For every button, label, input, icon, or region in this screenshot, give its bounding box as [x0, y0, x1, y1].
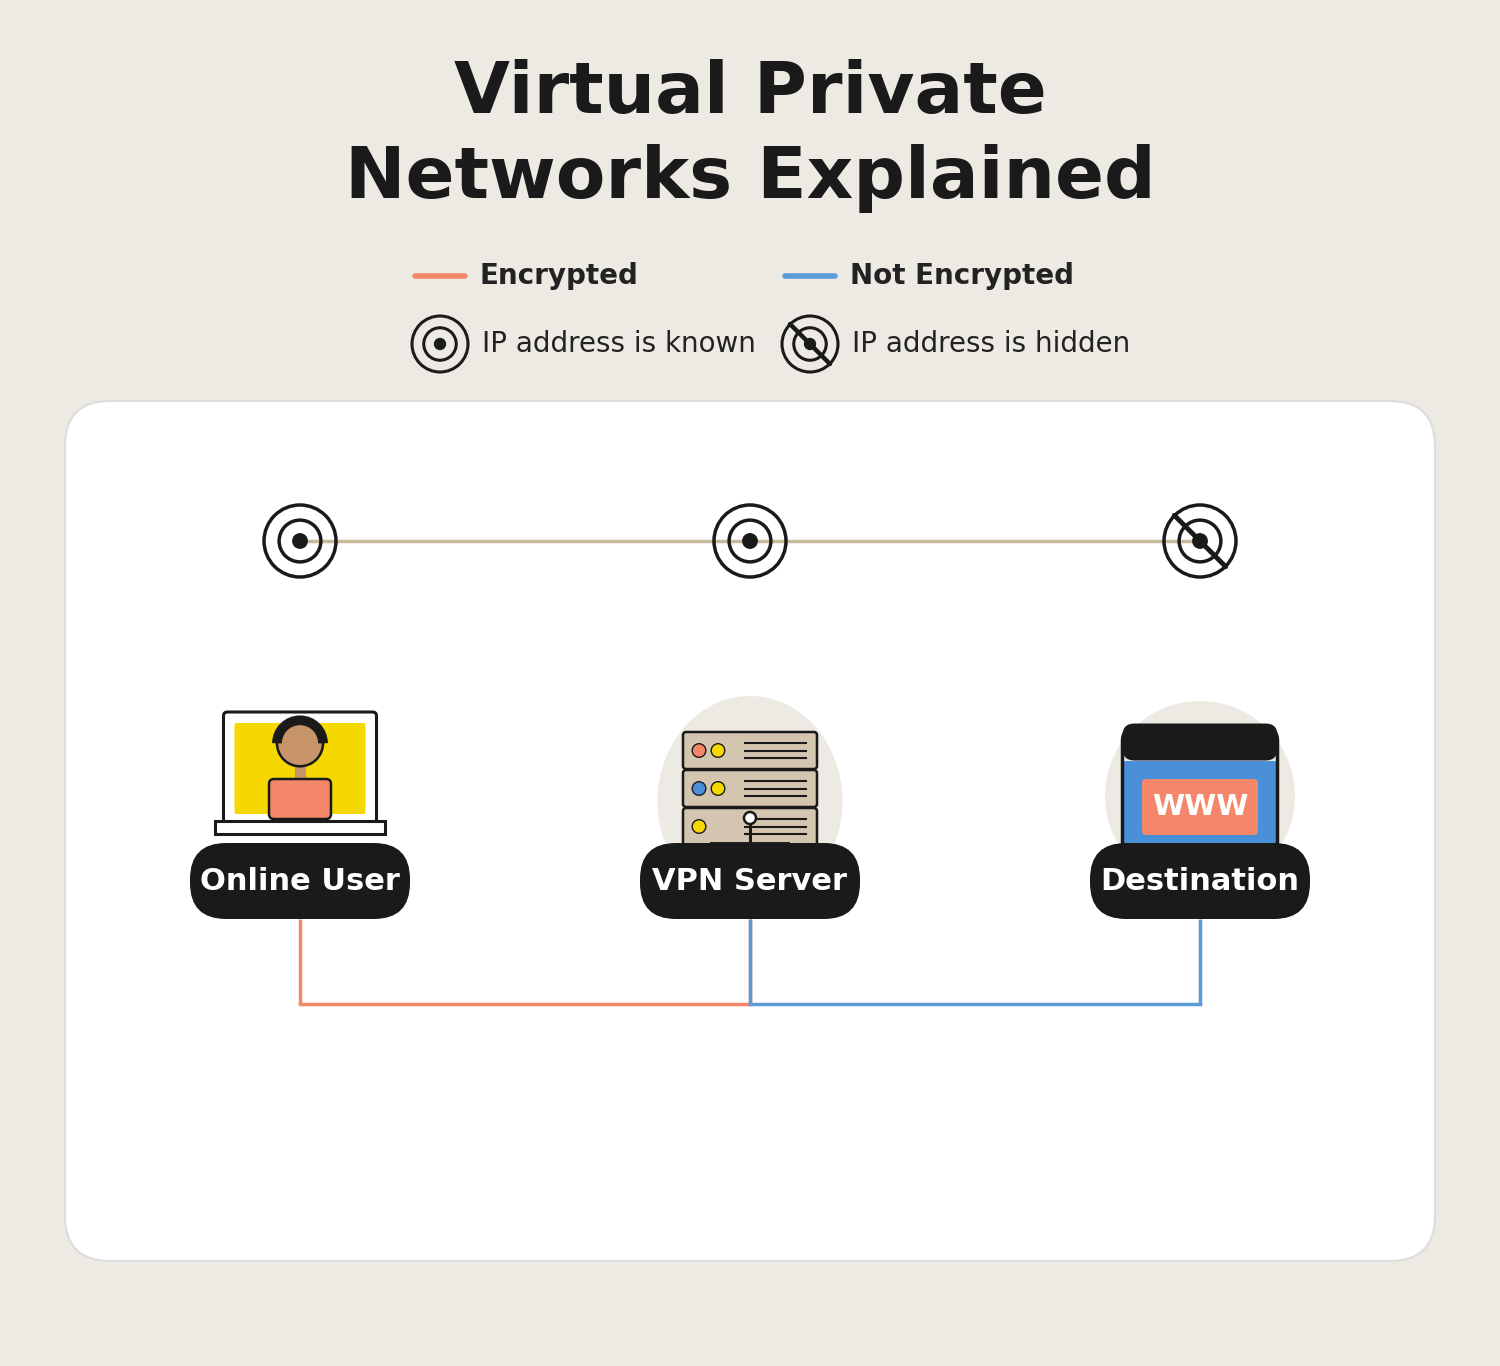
- Circle shape: [692, 820, 706, 833]
- Text: VPN Server: VPN Server: [652, 866, 847, 896]
- FancyBboxPatch shape: [682, 770, 818, 807]
- FancyBboxPatch shape: [640, 843, 860, 919]
- Text: Online User: Online User: [200, 866, 400, 896]
- Circle shape: [744, 811, 756, 824]
- Circle shape: [711, 743, 724, 757]
- Text: IP address is hidden: IP address is hidden: [852, 331, 1131, 358]
- FancyBboxPatch shape: [682, 809, 818, 846]
- FancyBboxPatch shape: [1142, 779, 1258, 835]
- FancyBboxPatch shape: [224, 712, 376, 825]
- Text: Virtual Private
Networks Explained: Virtual Private Networks Explained: [345, 59, 1155, 213]
- FancyBboxPatch shape: [64, 402, 1435, 1261]
- Circle shape: [692, 743, 706, 757]
- FancyBboxPatch shape: [1122, 724, 1278, 761]
- FancyBboxPatch shape: [268, 779, 332, 820]
- FancyBboxPatch shape: [234, 723, 366, 814]
- Circle shape: [292, 533, 308, 549]
- Circle shape: [1192, 533, 1208, 549]
- Bar: [1122, 761, 1278, 854]
- Text: IP address is known: IP address is known: [482, 331, 756, 358]
- Circle shape: [742, 533, 758, 549]
- FancyBboxPatch shape: [190, 843, 410, 919]
- Text: Destination: Destination: [1101, 866, 1299, 896]
- FancyBboxPatch shape: [682, 732, 818, 769]
- Text: WWW: WWW: [1152, 794, 1248, 821]
- Bar: [216, 821, 384, 835]
- FancyBboxPatch shape: [1090, 843, 1310, 919]
- Circle shape: [804, 337, 816, 350]
- Circle shape: [692, 781, 706, 795]
- Circle shape: [711, 781, 724, 795]
- Ellipse shape: [657, 697, 843, 906]
- Circle shape: [433, 337, 445, 350]
- Text: Not Encrypted: Not Encrypted: [850, 262, 1074, 290]
- Ellipse shape: [1106, 701, 1294, 891]
- Circle shape: [278, 720, 322, 766]
- Text: Encrypted: Encrypted: [480, 262, 639, 290]
